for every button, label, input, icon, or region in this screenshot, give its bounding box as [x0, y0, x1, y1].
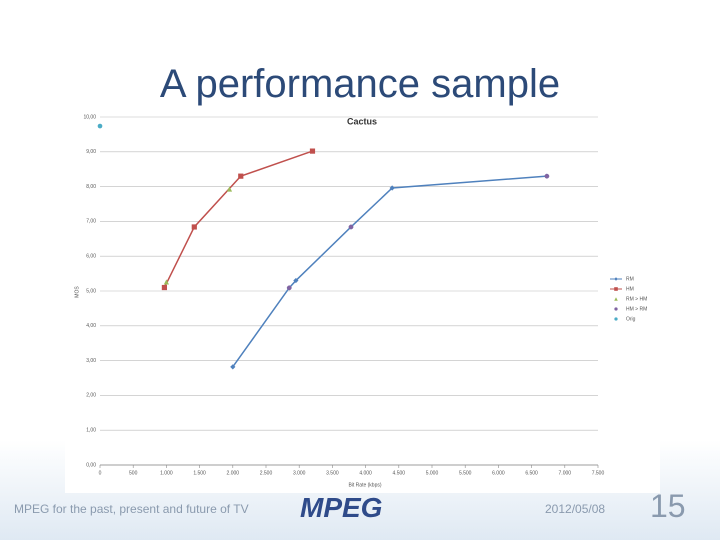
x-tick-label: 3.000: [293, 470, 306, 476]
chart-background: [65, 107, 660, 493]
x-tick-label: 1.000: [160, 470, 173, 476]
x-tick-label: 7.500: [592, 470, 605, 476]
footer-date: 2012/05/08: [545, 502, 606, 516]
x-tick-label: 1.500: [193, 470, 206, 476]
legend-marker: [614, 277, 618, 281]
y-tick-label: 0,00: [86, 462, 96, 468]
point: [238, 173, 244, 179]
footer-text: MPEG for the past, present and future of…: [14, 502, 249, 516]
point: [163, 279, 169, 285]
point: [544, 173, 550, 179]
x-tick-label: 4.000: [359, 470, 372, 476]
point: [226, 186, 233, 192]
y-axis-label: MOS: [74, 286, 80, 298]
x-tick-label: 6.000: [492, 470, 505, 476]
x-tick-label: 0: [99, 470, 102, 476]
legend-label: Orig: [626, 316, 636, 322]
x-tick-label: 4.500: [393, 470, 406, 476]
point: [97, 123, 103, 129]
legend-marker: [614, 287, 618, 291]
y-tick-label: 8,00: [86, 184, 96, 190]
x-tick-label: 7.000: [559, 470, 572, 476]
y-tick-label: 5,00: [86, 288, 96, 294]
point: [389, 185, 395, 191]
series-line: [232, 175, 547, 368]
point: [348, 224, 354, 230]
x-tick-label: 500: [129, 470, 138, 476]
x-tick-label: 5.000: [426, 470, 439, 476]
legend-marker: [614, 297, 618, 301]
legend-marker: [614, 317, 618, 321]
point: [191, 224, 197, 230]
y-tick-label: 9,00: [86, 149, 96, 155]
point: [286, 285, 292, 291]
x-tick-label: 5.500: [459, 470, 472, 476]
y-tick-label: 7,00: [86, 219, 96, 225]
y-tick-label: 6,00: [86, 254, 96, 260]
legend-label: RM: [626, 276, 634, 282]
x-tick-label: 2.000: [227, 470, 240, 476]
x-tick-label: 2.500: [260, 470, 273, 476]
legend-label: HM > RM: [626, 306, 647, 312]
y-tick-label: 2,00: [86, 393, 96, 399]
x-tick-label: 3.500: [326, 470, 339, 476]
x-tick-label: 6.500: [525, 470, 538, 476]
logo: MPEG: [300, 492, 383, 523]
point: [309, 148, 316, 154]
legend-label: RM > HM: [626, 296, 647, 302]
y-tick-label: 4,00: [86, 323, 96, 329]
chart: Cactus Bit Rate (kbps) MOS 0,00 1,00 2,00 3…: [65, 107, 660, 493]
point: [161, 284, 168, 291]
legend-label: HM: [626, 286, 634, 292]
point: [293, 277, 299, 284]
x-axis-label: Bit Rate (kbps): [348, 482, 381, 488]
legend-marker: [614, 307, 618, 311]
series-line: [163, 150, 313, 288]
y-tick-label: 3,00: [86, 358, 96, 364]
point: [230, 364, 236, 370]
y-tick-label: 10,00: [83, 114, 96, 120]
y-tick-label: 1,00: [86, 428, 96, 434]
page-number: 15: [650, 488, 686, 524]
chart-title: Cactus: [347, 116, 377, 126]
slide-title: A performance sample: [159, 62, 561, 106]
